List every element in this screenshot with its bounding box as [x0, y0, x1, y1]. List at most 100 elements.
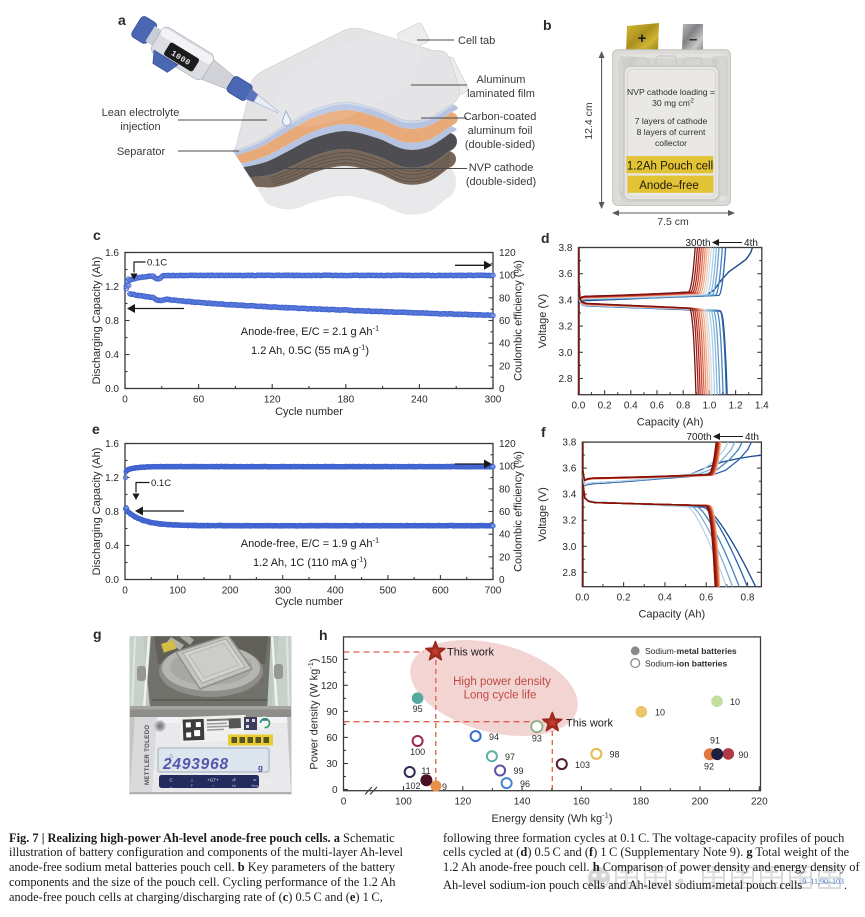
svg-text:Lean electrolyte: Lean electrolyte — [102, 107, 180, 119]
svg-text:30: 30 — [326, 759, 338, 770]
svg-text:Capacity (Ah): Capacity (Ah) — [637, 417, 704, 429]
svg-text:0: 0 — [122, 395, 128, 406]
svg-text:80: 80 — [499, 293, 511, 304]
svg-text:94: 94 — [489, 732, 499, 742]
svg-text:3.8: 3.8 — [562, 438, 576, 449]
svg-text:0.0: 0.0 — [105, 575, 119, 586]
svg-text:New: New — [251, 784, 258, 788]
svg-text:102: 102 — [405, 781, 420, 791]
svg-text:△: △ — [169, 753, 174, 759]
svg-text:0.4: 0.4 — [658, 593, 672, 604]
svg-text:Cycle number: Cycle number — [275, 596, 343, 608]
svg-text:⌂: ⌂ — [191, 778, 194, 783]
svg-text:3.4: 3.4 — [562, 490, 576, 501]
svg-text:Cell tab: Cell tab — [458, 35, 495, 47]
svg-text:Discharging Capacity (Ah): Discharging Capacity (Ah) — [91, 257, 103, 385]
svg-text:700: 700 — [485, 586, 502, 597]
svg-text:300: 300 — [485, 395, 502, 406]
svg-text:NVP cathode loading =: NVP cathode loading = — [627, 87, 715, 97]
svg-text:Separator: Separator — [117, 146, 166, 158]
svg-text:20: 20 — [499, 361, 511, 372]
svg-text:0.8: 0.8 — [676, 401, 690, 412]
svg-text:0.6: 0.6 — [699, 593, 713, 604]
svg-text:1.2 Ah, 1C (110 mA g-1): 1.2 Ah, 1C (110 mA g-1) — [253, 555, 367, 570]
svg-text:100: 100 — [499, 462, 516, 473]
svg-text:(double-sided): (double-sided) — [465, 139, 535, 151]
svg-text:97: 97 — [505, 752, 515, 762]
svg-text:Anode–free: Anode–free — [639, 180, 698, 192]
svg-text:91: 91 — [710, 736, 720, 746]
svg-text:High power density: High power density — [453, 676, 551, 688]
svg-text:2.8: 2.8 — [562, 568, 576, 579]
svg-text:0.0: 0.0 — [105, 384, 119, 395]
svg-text:12.4 cm: 12.4 cm — [583, 102, 595, 140]
svg-text:Sodium-metal batteries: Sodium-metal batteries — [645, 646, 737, 656]
svg-text:f: f — [541, 424, 546, 440]
svg-text:700th: 700th — [686, 432, 711, 443]
svg-text:laminated film: laminated film — [467, 88, 535, 100]
svg-text:10: 10 — [655, 708, 665, 718]
svg-text:220: 220 — [751, 797, 768, 808]
svg-text:60: 60 — [193, 395, 205, 406]
svg-text:1.4: 1.4 — [755, 401, 769, 412]
svg-text:0: 0 — [332, 785, 338, 796]
svg-text:F: F — [191, 784, 193, 788]
svg-text:1.2: 1.2 — [105, 282, 119, 293]
svg-text:Energy density (Wh kg-1): Energy density (Wh kg-1) — [492, 811, 613, 826]
svg-text:103: 103 — [575, 760, 590, 770]
svg-text:160: 160 — [573, 797, 590, 808]
svg-text:1.6: 1.6 — [105, 248, 119, 259]
svg-text:4th: 4th — [745, 432, 759, 443]
svg-text:Coulombic efficiency (%): Coulombic efficiency (%) — [513, 451, 525, 572]
svg-text:Cycle number: Cycle number — [275, 406, 343, 418]
svg-text:600: 600 — [432, 586, 449, 597]
svg-text:aluminum foil: aluminum foil — [468, 125, 533, 137]
svg-text:(double-sided): (double-sided) — [466, 176, 536, 188]
svg-text:120: 120 — [264, 395, 281, 406]
svg-text:60: 60 — [326, 733, 338, 744]
svg-text:0.2: 0.2 — [598, 401, 612, 412]
svg-text:Capacity (Ah): Capacity (Ah) — [638, 609, 705, 621]
svg-text:200: 200 — [692, 797, 709, 808]
svg-text:0: 0 — [122, 586, 128, 597]
svg-text:○: ○ — [212, 784, 214, 788]
svg-text:d: d — [541, 230, 550, 246]
svg-text:+GT+: +GT+ — [207, 778, 219, 783]
svg-text:100: 100 — [499, 271, 516, 282]
svg-text:1.2: 1.2 — [105, 473, 119, 484]
svg-text:40: 40 — [499, 339, 511, 350]
svg-text:40: 40 — [499, 530, 511, 541]
svg-text:0.4: 0.4 — [105, 350, 119, 361]
svg-text:200: 200 — [222, 586, 239, 597]
svg-text:500: 500 — [380, 586, 397, 597]
svg-text:2493968: 2493968 — [162, 756, 229, 773]
svg-text:-2: -2 — [689, 99, 695, 105]
svg-text:a: a — [118, 12, 126, 28]
svg-text:g: g — [93, 626, 102, 642]
svg-text:Voltage (V): Voltage (V) — [537, 487, 549, 541]
svg-text:0.0: 0.0 — [575, 593, 589, 604]
svg-text:7 layers of cathode: 7 layers of cathode — [635, 116, 708, 126]
svg-text:0.2: 0.2 — [617, 593, 631, 604]
svg-text:60: 60 — [499, 316, 511, 327]
svg-text:300th: 300th — [685, 238, 710, 249]
svg-text:This work: This work — [447, 647, 495, 659]
svg-text:9: 9 — [442, 782, 447, 792]
svg-text:20: 20 — [499, 552, 511, 563]
svg-text:1.2 Ah, 0.5C (55 mA g-1): 1.2 Ah, 0.5C (55 mA g-1) — [251, 343, 369, 358]
svg-text:4th: 4th — [744, 238, 758, 249]
svg-text:Coulombic efficiency (%): Coulombic efficiency (%) — [513, 260, 525, 381]
svg-text:g: g — [258, 764, 263, 773]
svg-text:80: 80 — [499, 484, 511, 495]
svg-text:0.4: 0.4 — [624, 401, 638, 412]
svg-text:0.6: 0.6 — [650, 401, 664, 412]
svg-text:100: 100 — [169, 586, 186, 597]
svg-text:Int: Int — [232, 784, 236, 788]
svg-text:90: 90 — [326, 707, 338, 718]
svg-text:Anode-free, E/C = 2.1 g Ah-1: Anode-free, E/C = 2.1 g Ah-1 — [241, 324, 379, 339]
svg-text:98: 98 — [610, 750, 620, 760]
svg-text:Voltage (V): Voltage (V) — [537, 294, 549, 348]
svg-text:3.2: 3.2 — [562, 516, 576, 527]
svg-text:↵: ↵ — [253, 778, 257, 783]
svg-text:100: 100 — [410, 747, 425, 757]
